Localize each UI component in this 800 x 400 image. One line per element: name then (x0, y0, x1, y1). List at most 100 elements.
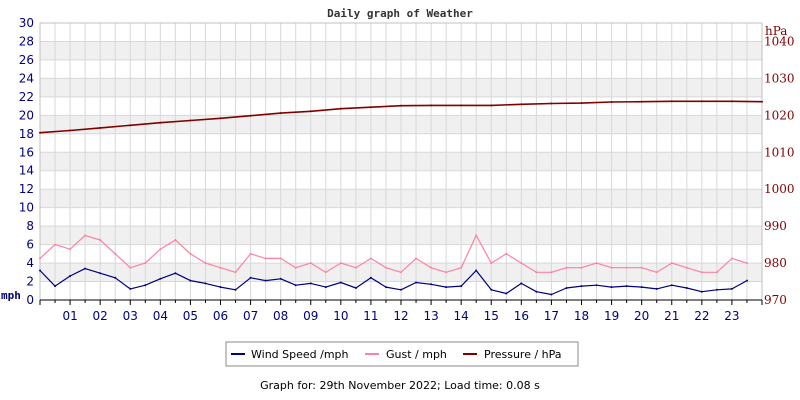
x-tick-label: 13 (423, 309, 438, 323)
x-tick-label: 19 (604, 309, 619, 323)
gust-point (700, 271, 703, 274)
left-tick-label: 30 (19, 16, 34, 30)
left-tick-label: 24 (19, 71, 34, 85)
wind-speed-point (69, 275, 72, 277)
left-tick-label: 28 (19, 34, 34, 48)
x-tick-label: 18 (574, 309, 589, 323)
gust-point (54, 243, 56, 246)
wind-speed-point (129, 287, 132, 290)
left-tick-label: 20 (19, 108, 34, 122)
wind-speed-point (309, 282, 312, 285)
left-tick-label: 10 (19, 201, 34, 215)
wind-speed-point (670, 284, 673, 287)
wind-speed-point (430, 283, 433, 286)
gust-point (475, 234, 478, 237)
wind-speed-point (610, 286, 613, 289)
right-axis-unit: hPa (765, 24, 787, 38)
pressure-point (69, 129, 72, 132)
wind-speed-point (490, 288, 493, 291)
left-tick-label: 12 (19, 182, 34, 196)
wind-speed-point (54, 285, 56, 288)
gust-point (640, 266, 643, 269)
gust-point (535, 271, 538, 274)
x-tick-label: 16 (514, 309, 529, 323)
gust-point (219, 266, 222, 269)
gust-point (129, 266, 132, 269)
gust-point (84, 234, 87, 237)
series-layer (39, 100, 763, 296)
legend-gust-label: Gust / mph (386, 348, 447, 361)
pressure-point (730, 100, 733, 103)
gust-point (430, 266, 433, 269)
wind-speed-point (640, 286, 643, 289)
pressure-point (640, 100, 643, 103)
pressure-point (610, 101, 613, 103)
pressure-point (700, 100, 703, 103)
pressure-point (279, 112, 282, 115)
x-tick-label: 05 (183, 309, 198, 323)
plot-frame (39, 22, 763, 305)
gust-point (324, 271, 327, 274)
right-tick-label: 1040 (764, 34, 795, 48)
right-tick-label: 1010 (764, 145, 795, 159)
gust-point (39, 257, 41, 260)
x-tick-label: 08 (273, 309, 288, 323)
pressure-point (129, 124, 132, 127)
left-tick-label: 2 (26, 275, 34, 289)
left-tick-label: 18 (19, 127, 34, 141)
right-tick-label: 990 (764, 219, 787, 233)
left-tick-label: 0 (26, 293, 34, 307)
pressure-point (580, 102, 583, 105)
x-axis-ticks: 01 02 03 04 05 06 07 08 09 10 11 12 13 14 15 16 17 18 19 20… (62, 309, 739, 323)
x-tick-label: 15 (484, 309, 499, 323)
pressure-point (339, 107, 342, 110)
gust-point (234, 271, 237, 274)
gust-point (144, 262, 147, 265)
left-tick-label: 8 (26, 219, 34, 233)
gust-point (279, 257, 282, 260)
x-tick-label: 01 (62, 309, 77, 323)
gust-point (610, 266, 613, 269)
gust-point (550, 271, 553, 274)
left-tick-label: 22 (19, 90, 34, 104)
wind-speed-point (339, 281, 342, 284)
wind-speed-point (174, 272, 177, 275)
pressure-point (189, 119, 192, 122)
gust-point (490, 262, 493, 265)
gust-point (595, 262, 598, 265)
wind-speed-point (520, 282, 523, 285)
x-tick-label: 20 (634, 309, 649, 323)
pressure-point (99, 126, 102, 129)
wind-speed-point (445, 286, 448, 289)
pressure-point (670, 100, 673, 103)
gust-point (505, 252, 508, 255)
gust-point (685, 266, 688, 269)
gust-point (114, 252, 117, 255)
gust-point (385, 266, 387, 269)
gust-point (580, 266, 583, 269)
right-axis-ticks: 970 980 990 1000 1010 1020 1030 1040 (764, 34, 795, 307)
wind-speed-point (144, 284, 147, 287)
gust-point (204, 262, 207, 265)
gust-point (264, 257, 267, 260)
wind-speed-point (219, 286, 222, 289)
x-tick-label: 02 (93, 309, 108, 323)
footer-status: Graph for: 29th November 2022; Load time… (260, 379, 540, 392)
left-tick-label: 16 (19, 145, 34, 159)
wind-speed-point (249, 276, 252, 279)
pressure-point (520, 103, 523, 106)
gust-point (294, 266, 297, 269)
gust-point (670, 262, 673, 265)
gust-point (730, 257, 733, 260)
right-tick-label: 980 (764, 256, 787, 270)
wind-speed-point (715, 288, 718, 291)
wind-speed-point (294, 284, 297, 287)
wind-speed-point (460, 285, 463, 288)
legend: Wind Speed /mph Gust / mph Pressure / hP… (225, 341, 579, 367)
gust-point (354, 266, 357, 269)
gust-point (715, 271, 718, 274)
wind-speed-point (159, 277, 162, 280)
legend-box (225, 341, 579, 367)
x-tick-label: 03 (123, 309, 138, 323)
